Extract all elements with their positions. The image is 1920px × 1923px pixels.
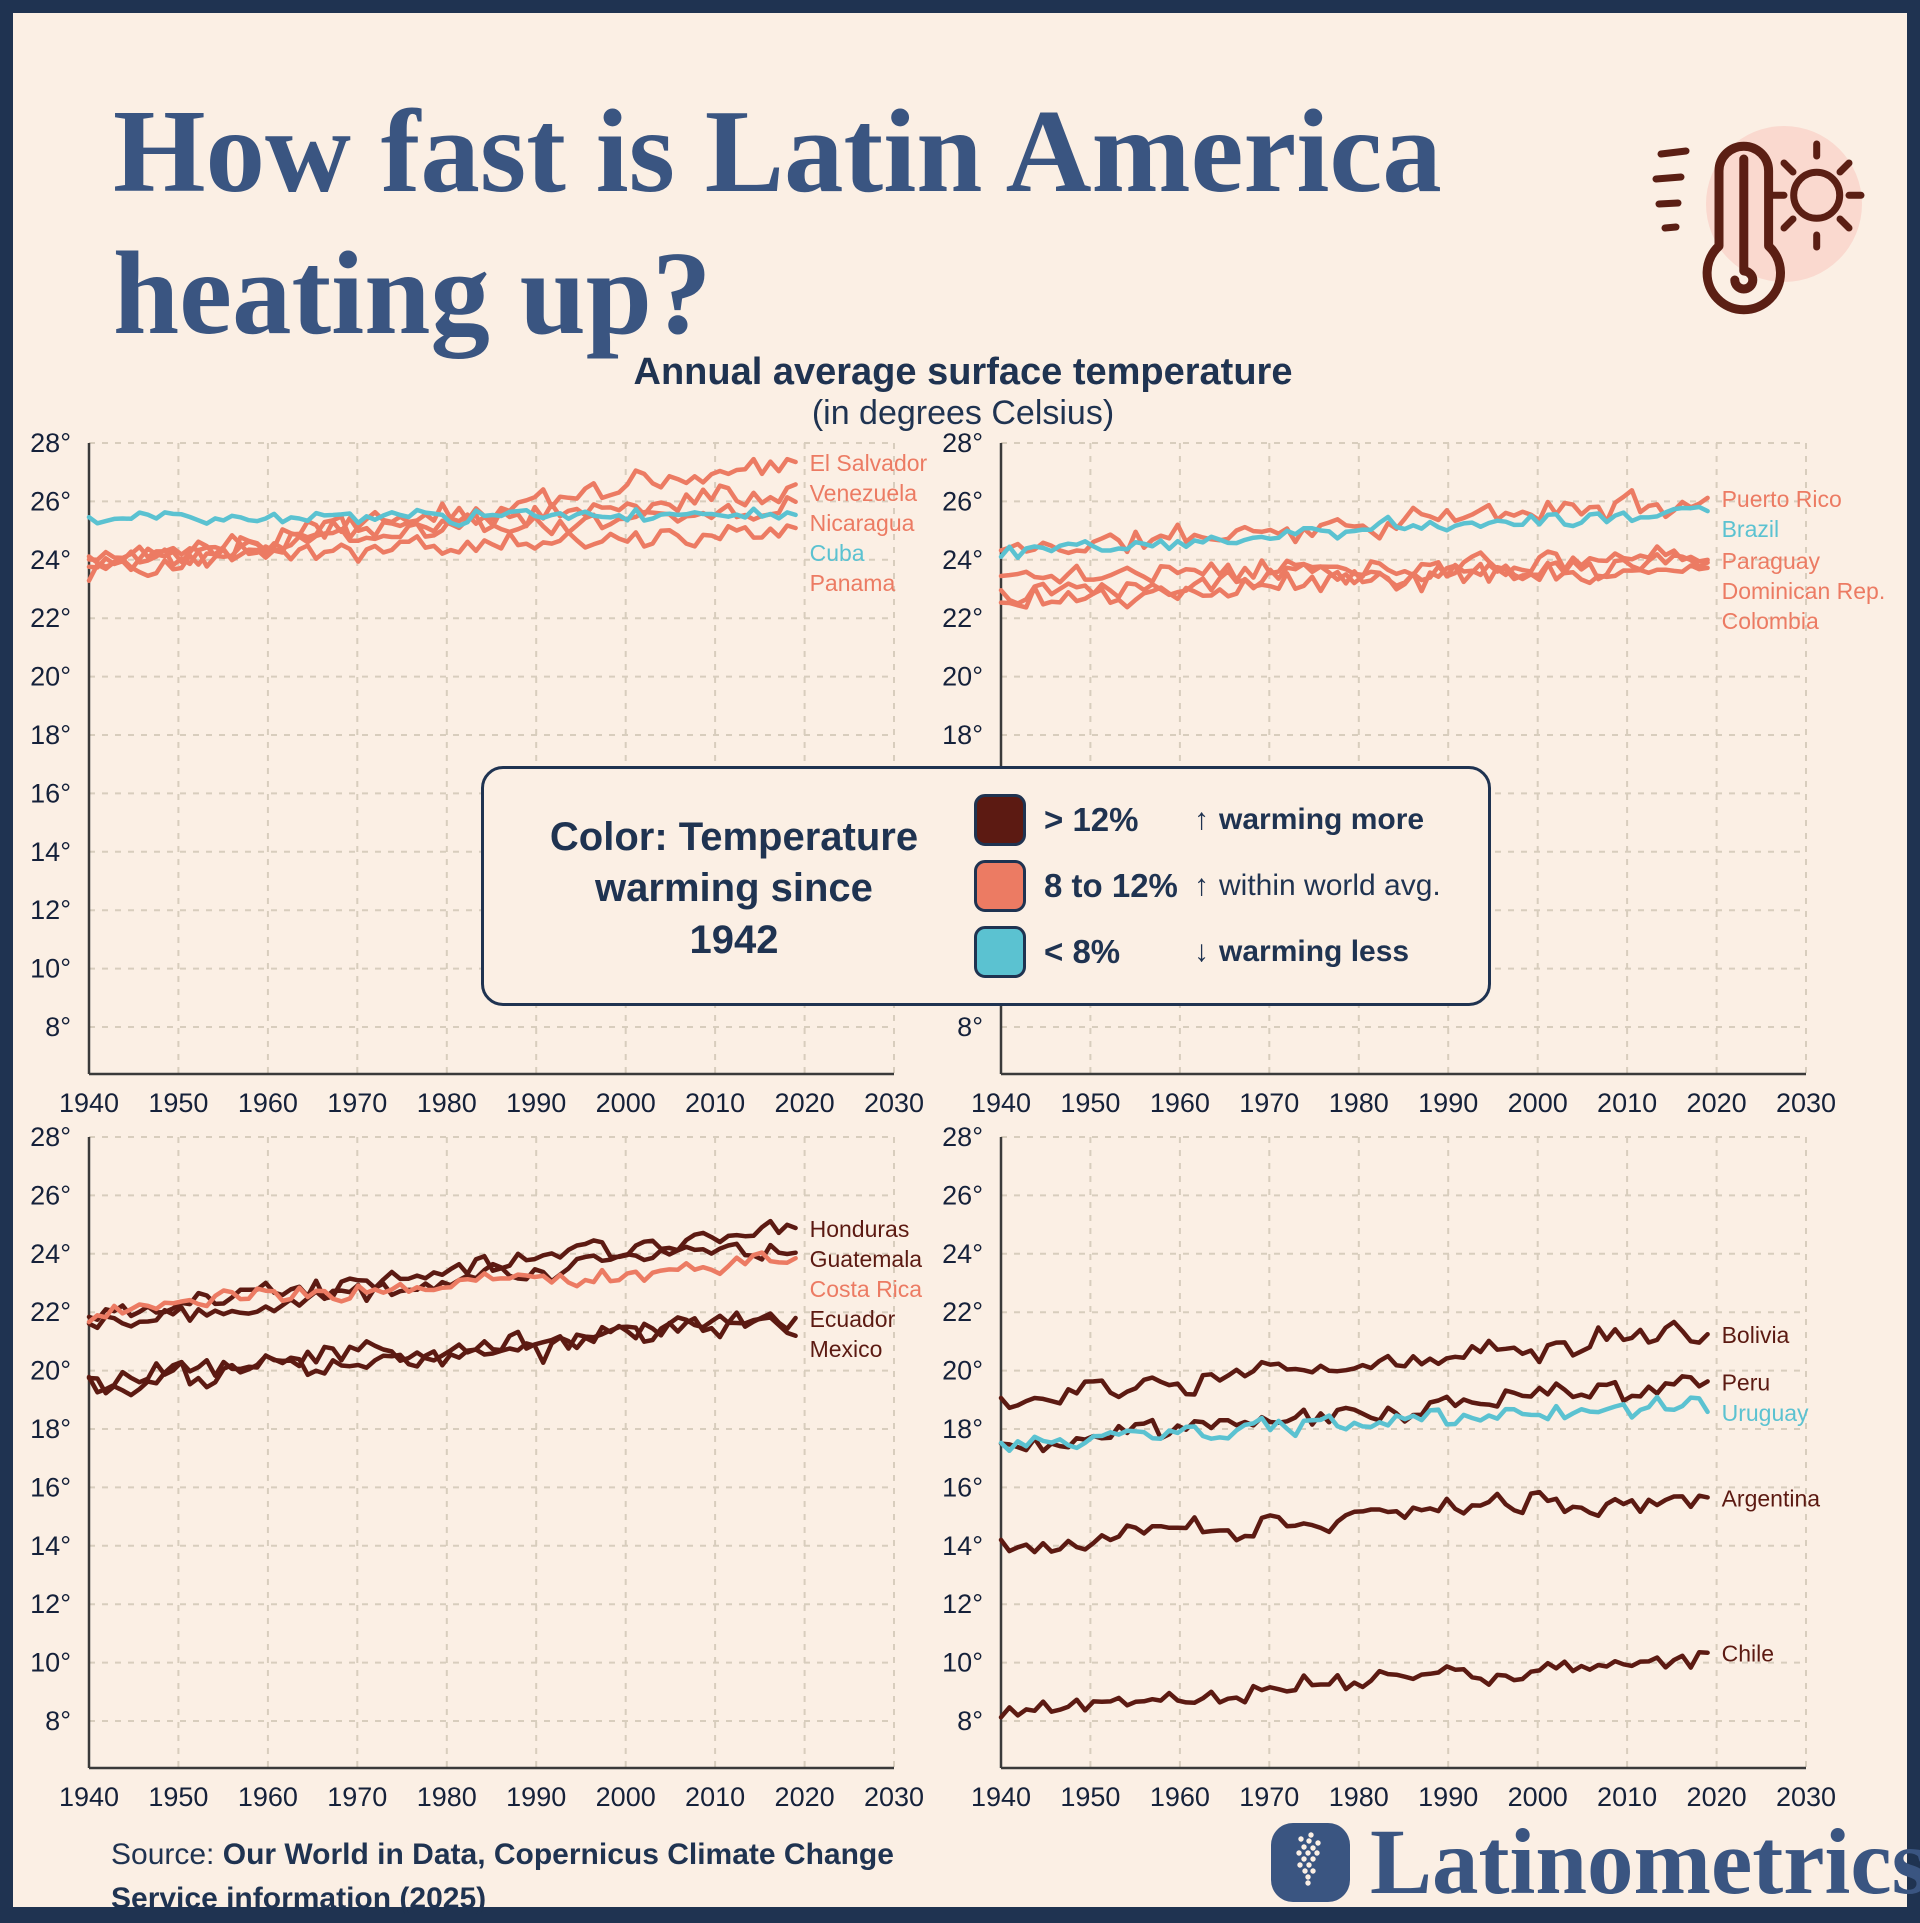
svg-text:24°: 24°: [942, 1239, 983, 1269]
svg-text:16°: 16°: [942, 1472, 983, 1502]
svg-text:1960: 1960: [1150, 1782, 1210, 1812]
svg-text:1970: 1970: [1239, 1782, 1299, 1812]
svg-text:2000: 2000: [1508, 1782, 1568, 1812]
svg-text:8°: 8°: [957, 1706, 983, 1736]
svg-text:Argentina: Argentina: [1722, 1485, 1821, 1511]
svg-text:18°: 18°: [942, 1414, 983, 1444]
svg-text:14°: 14°: [942, 1531, 983, 1561]
svg-text:1940: 1940: [971, 1782, 1031, 1812]
svg-text:10°: 10°: [942, 1648, 983, 1678]
svg-text:2010: 2010: [1597, 1782, 1657, 1812]
svg-text:1990: 1990: [1418, 1782, 1478, 1812]
svg-text:22°: 22°: [942, 1297, 983, 1327]
svg-text:2020: 2020: [1687, 1782, 1747, 1812]
svg-text:12°: 12°: [942, 1589, 983, 1619]
svg-text:Uruguay: Uruguay: [1722, 1400, 1809, 1426]
svg-text:Chile: Chile: [1722, 1641, 1774, 1667]
svg-text:2030: 2030: [1776, 1782, 1836, 1812]
svg-text:28°: 28°: [942, 1122, 983, 1152]
svg-text:26°: 26°: [942, 1180, 983, 1210]
svg-text:20°: 20°: [942, 1356, 983, 1386]
svg-text:1950: 1950: [1060, 1782, 1120, 1812]
svg-text:Peru: Peru: [1722, 1369, 1771, 1395]
svg-text:1980: 1980: [1329, 1782, 1389, 1812]
svg-text:Bolivia: Bolivia: [1722, 1322, 1790, 1348]
